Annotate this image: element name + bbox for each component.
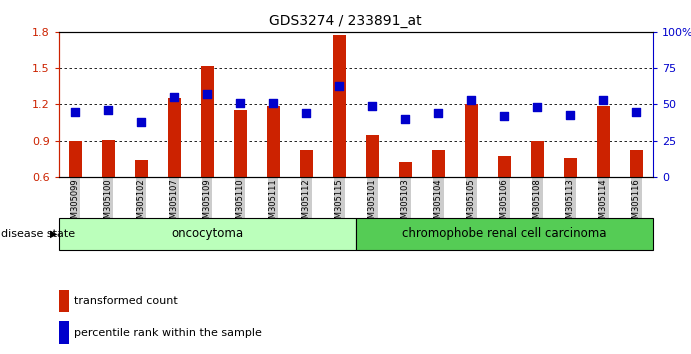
Point (334, 83, 345, 88)
Bar (102, 139, 115, 177)
Text: oncocytoma: oncocytoma (171, 227, 243, 240)
Point (565, 112, 576, 118)
Bar (564, 158, 577, 177)
Bar (59, 290, 69, 312)
Point (433, 110, 444, 116)
Text: transformed count: transformed count (74, 296, 178, 306)
Bar (498, 156, 511, 177)
Point (235, 100, 246, 106)
Text: ▶: ▶ (50, 229, 58, 239)
Point (169, 94, 180, 100)
Point (70, 109, 81, 115)
Bar (366, 135, 379, 177)
Bar (59, 218, 356, 250)
Point (598, 97, 609, 103)
Point (466, 97, 477, 103)
Bar (168, 98, 181, 177)
Point (202, 91, 213, 97)
Bar (59, 321, 69, 344)
Bar (531, 141, 544, 177)
Text: GDS3274 / 233891_at: GDS3274 / 233891_at (269, 14, 422, 28)
Text: percentile rank within the sample: percentile rank within the sample (74, 328, 262, 338)
Point (268, 100, 279, 106)
Point (135, 119, 146, 125)
Point (499, 113, 510, 119)
Bar (465, 104, 478, 177)
Point (103, 107, 114, 113)
Bar (399, 162, 412, 177)
Bar (333, 35, 346, 177)
Text: disease state: disease state (1, 229, 75, 239)
Bar (597, 105, 610, 177)
Point (532, 104, 543, 110)
Point (400, 116, 411, 122)
Point (301, 110, 312, 116)
Bar (267, 105, 280, 177)
Point (367, 103, 378, 109)
Bar (234, 110, 247, 177)
Point (631, 109, 642, 115)
Bar (356, 218, 653, 250)
Text: chromophobe renal cell carcinoma: chromophobe renal cell carcinoma (402, 227, 607, 240)
Bar (135, 160, 148, 177)
Bar (68, 141, 82, 177)
Bar (200, 66, 214, 177)
Bar (300, 150, 313, 177)
Bar (432, 150, 445, 177)
Bar (630, 150, 643, 177)
